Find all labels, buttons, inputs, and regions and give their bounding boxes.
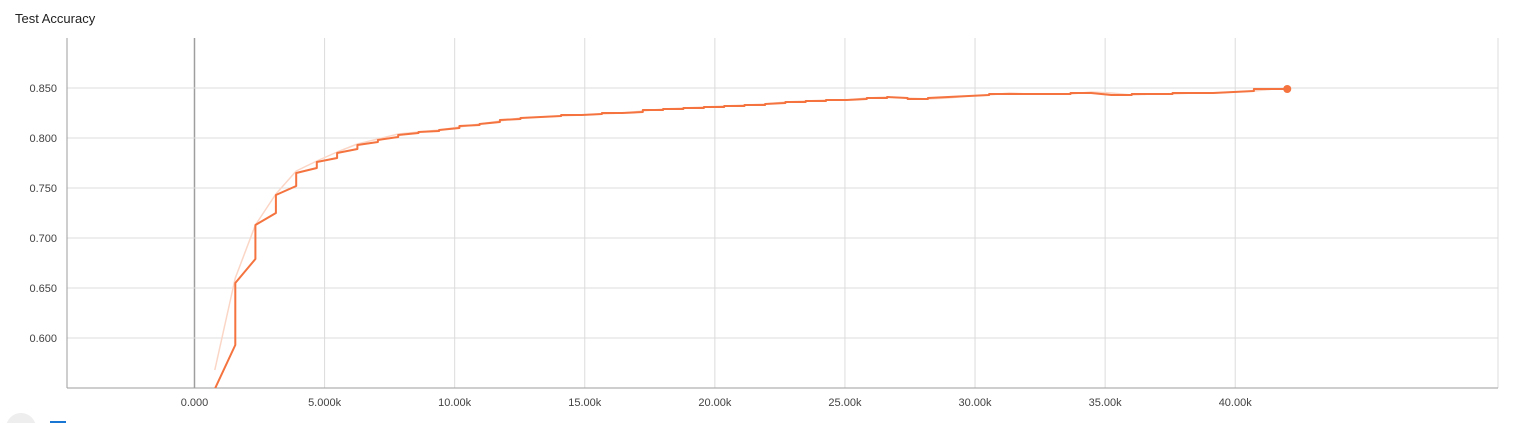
- x-tick-label: 20.00k: [698, 397, 732, 409]
- x-tick-label: 40.00k: [1219, 397, 1253, 409]
- x-tick-label: 5.000k: [308, 397, 342, 409]
- series-group: [214, 85, 1292, 388]
- x-tick-label: 25.00k: [828, 397, 862, 409]
- x-tick-label: 35.00k: [1089, 397, 1123, 409]
- y-gridlines: [67, 87, 1498, 339]
- y-tick-label: 0.750: [29, 183, 57, 195]
- x-tick-labels: 0.000 5.000k 10.00k 15.00k 20.00k 25.00k 30.00…: [181, 397, 1253, 409]
- x-tick-label: 10.00k: [438, 397, 472, 409]
- x-tick-label: 30.00k: [959, 397, 993, 409]
- x-tick-label: 0.000: [181, 397, 209, 409]
- chart-toolbar: [6, 412, 86, 423]
- x-gridlines: [193, 38, 1236, 388]
- axes: [66, 38, 1499, 389]
- y-tick-labels: 0.600 0.650 0.700 0.750 0.800 0.850: [29, 83, 57, 345]
- y-tick-label: 0.600: [29, 333, 57, 345]
- series-end-point: [1283, 85, 1292, 93]
- y-tick-label: 0.850: [29, 83, 57, 95]
- x-tick-label: 15.00k: [568, 397, 602, 409]
- y-tick-label: 0.800: [29, 133, 57, 145]
- smoothed-series-line: [214, 88, 1288, 388]
- chart-title: Test Accuracy: [15, 11, 96, 26]
- raw-series-line: [214, 88, 1288, 371]
- expand-chart-button[interactable]: [6, 413, 36, 423]
- toggle-log-scale-icon[interactable]: [50, 421, 66, 423]
- y-tick-label: 0.700: [29, 233, 57, 245]
- y-tick-label: 0.650: [29, 283, 57, 295]
